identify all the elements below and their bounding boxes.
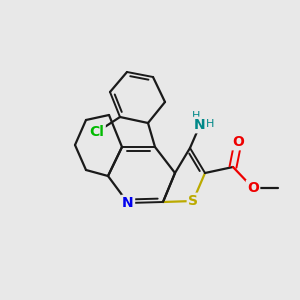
Text: N: N <box>122 196 134 210</box>
Text: S: S <box>188 194 198 208</box>
Text: H: H <box>192 111 200 121</box>
Text: O: O <box>232 135 244 149</box>
Text: N: N <box>194 118 206 132</box>
Text: O: O <box>247 181 259 195</box>
Text: H: H <box>206 119 214 129</box>
Text: Cl: Cl <box>90 125 104 139</box>
